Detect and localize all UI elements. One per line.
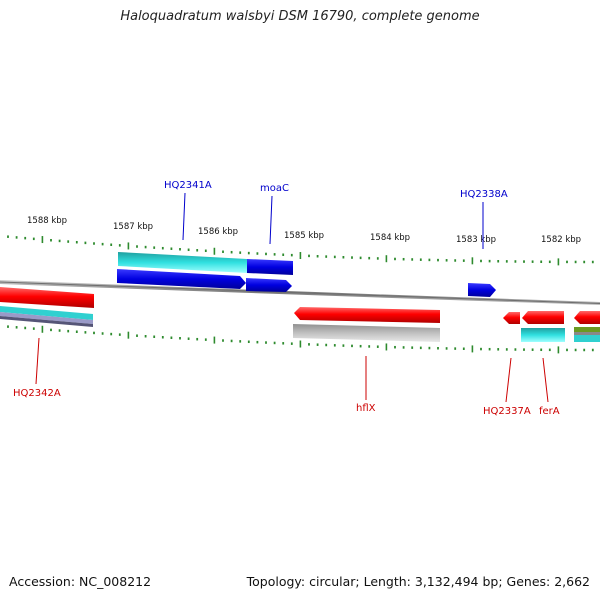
feature-bar-hflX[interactable] (293, 324, 440, 342)
gene-arrow-ferA[interactable] (522, 311, 564, 324)
kbp-label: 1582 kbp (541, 235, 581, 245)
gene-arrow-HQ2338A[interactable] (468, 283, 496, 297)
gene-label-hflX[interactable]: hflX (356, 403, 376, 414)
feature-bar-forward[interactable] (118, 252, 247, 273)
genome-backbone-edge (0, 281, 600, 304)
kbp-label: 1583 kbp (456, 235, 496, 245)
leader-line (542, 357, 549, 403)
feature-bar-ferA[interactable] (521, 328, 565, 342)
leader-line (505, 357, 512, 403)
gene-arrow-HQ2337A[interactable] (503, 312, 520, 324)
gene-arrow-moaC[interactable] (246, 278, 292, 292)
feature-bar-reverse-left-3[interactable] (0, 316, 93, 327)
gene-label-HQ2342A[interactable]: HQ2342A (13, 388, 61, 399)
gene-arrow-hflX[interactable] (294, 307, 440, 323)
leader-line (182, 192, 186, 241)
gene-arrow-HQ2341A[interactable] (117, 269, 246, 289)
leader-line (269, 195, 273, 245)
kbp-label: 1587 kbp (113, 222, 153, 232)
gene-label-moaC[interactable]: moaC (260, 183, 289, 194)
genome-summary-text: Topology: circular; Length: 3,132,494 bp… (246, 574, 590, 589)
gene-label-HQ2338A[interactable]: HQ2338A (460, 189, 508, 200)
gene-arrow-HQ2342A[interactable] (0, 287, 94, 308)
gene-label-ferA[interactable]: ferA (539, 406, 560, 417)
map-title: Haloquadratum walsbyi DSM 16790, complet… (120, 9, 480, 24)
feature-bar-reverse-left[interactable] (0, 306, 93, 320)
kbp-label: 1585 kbp (284, 231, 324, 241)
gene-label-HQ2341A[interactable]: HQ2341A (164, 180, 212, 191)
accession-text: Accession: NC_008212 (9, 574, 152, 589)
kbp-label: 1584 kbp (370, 233, 410, 243)
gene-label-HQ2337A[interactable]: HQ2337A (483, 406, 531, 417)
upper-tick-track (7, 235, 594, 266)
feature-bar-right-edge-2[interactable] (574, 332, 600, 335)
gene-arrow-moaC-upper[interactable] (247, 259, 293, 275)
kbp-label: 1588 kbp (27, 216, 67, 226)
lower-tick-track (7, 325, 594, 354)
feature-bar-right-edge-3[interactable] (574, 335, 600, 342)
feature-bar-right-edge[interactable] (574, 327, 600, 332)
feature-bar-reverse-left-2[interactable] (0, 312, 93, 324)
kbp-label: 1586 kbp (198, 227, 238, 237)
leader-line (35, 337, 40, 385)
gene-arrow-right-edge[interactable] (574, 311, 600, 324)
